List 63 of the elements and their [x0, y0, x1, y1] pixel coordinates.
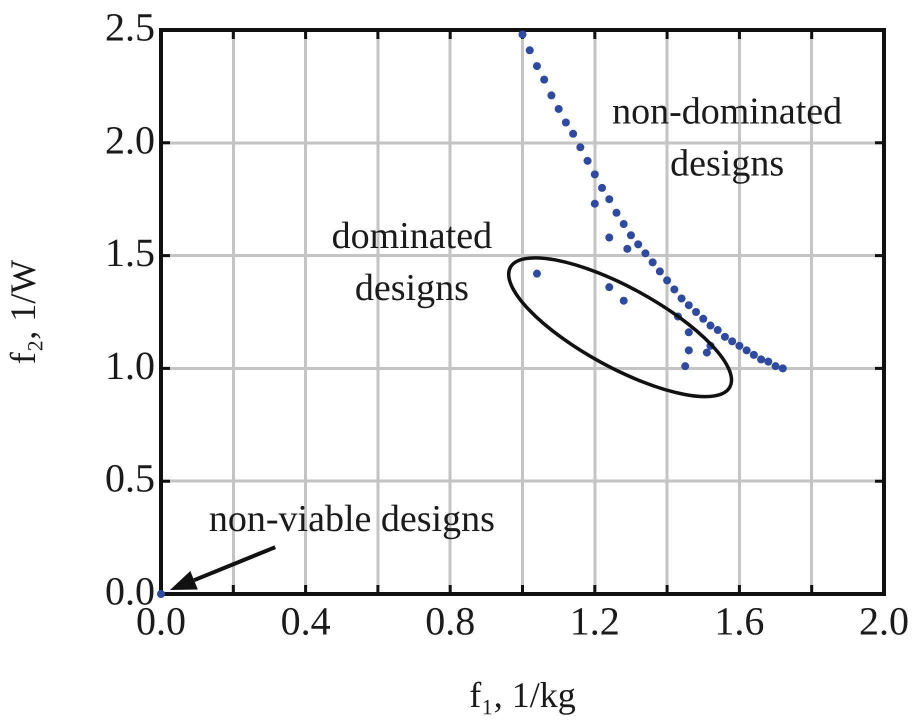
point [684, 301, 693, 310]
point [576, 143, 584, 152]
point [590, 170, 599, 178]
point [584, 156, 592, 165]
x-tick-label: 0.8 [425, 598, 476, 644]
point [742, 346, 751, 354]
point [612, 208, 620, 217]
x-tick-label: 2.0 [859, 598, 909, 644]
point [764, 358, 772, 366]
point [699, 314, 708, 323]
point [641, 249, 650, 258]
annotation: non-dominated designs [612, 90, 842, 184]
point [772, 362, 780, 370]
point [714, 326, 722, 334]
x-axis-title: f₁, 1/kg [469, 674, 576, 715]
point [656, 267, 664, 276]
point [554, 104, 563, 113]
point [605, 234, 614, 242]
y-tick-label: 2.5 [105, 4, 155, 50]
point [562, 118, 570, 126]
annotation: non-viable designs [208, 498, 495, 540]
point [728, 337, 736, 346]
point [605, 283, 614, 292]
point [778, 364, 787, 372]
point [620, 296, 628, 305]
annotation: dominated designs [332, 215, 492, 310]
point [684, 346, 693, 354]
point [540, 76, 548, 84]
point [670, 285, 678, 294]
y-axis-title: f₂, 1/W [3, 260, 44, 364]
y-tick-label: 1.5 [105, 230, 155, 276]
point [634, 240, 642, 248]
x-tick-label: 0.4 [280, 598, 331, 644]
point [532, 62, 541, 70]
point [626, 231, 635, 240]
x-tick-label: 1.6 [714, 598, 764, 644]
point [605, 195, 614, 204]
point [590, 200, 599, 208]
point [598, 184, 606, 192]
point [678, 294, 686, 302]
point [532, 270, 541, 278]
y-tick-label: 0.5 [105, 456, 155, 501]
point [569, 130, 578, 138]
point [684, 328, 693, 336]
y-tick-label: 2.0 [105, 117, 155, 162]
point [702, 348, 711, 357]
point [681, 362, 690, 370]
x-tick-label: 1.2 [570, 598, 620, 644]
point [518, 30, 526, 39]
point [720, 332, 729, 341]
point [706, 322, 714, 330]
y-tick-label: 1.0 [105, 342, 155, 388]
point [623, 244, 632, 253]
point [547, 91, 556, 100]
point [526, 46, 534, 54]
point [157, 590, 165, 598]
point [735, 342, 744, 350]
point [663, 276, 672, 284]
point [750, 350, 758, 359]
point [620, 220, 628, 228]
point [692, 308, 700, 316]
point [648, 258, 657, 266]
point [757, 355, 766, 364]
